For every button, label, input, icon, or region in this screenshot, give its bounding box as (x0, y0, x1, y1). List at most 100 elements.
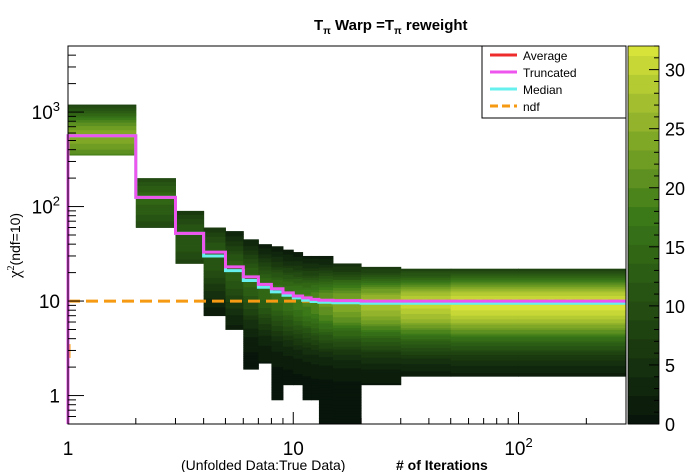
heat-cell (175, 246, 205, 249)
heat-cell (135, 188, 176, 191)
heat-cell (518, 329, 627, 332)
heat-cell (258, 269, 272, 273)
heat-cell (293, 344, 304, 348)
heat-cell (293, 311, 304, 315)
heat-cell (302, 347, 312, 350)
heat-cell (175, 236, 205, 238)
heat-cell (450, 324, 520, 327)
heat-cell (135, 220, 176, 223)
heat-cell (302, 371, 312, 374)
heat-cell (282, 274, 294, 278)
heat-cell (243, 302, 259, 305)
heat-cell (293, 283, 304, 286)
heat-cell (293, 318, 304, 322)
heat-cell (282, 272, 294, 275)
title-sub2: π (394, 26, 402, 37)
heat-cell (225, 326, 244, 329)
heat-cell (450, 268, 520, 271)
colorbar-segment (628, 83, 659, 94)
heat-cell (175, 243, 205, 245)
heat-cell (302, 270, 312, 274)
heat-cell (175, 212, 205, 214)
heat-cell (243, 367, 259, 370)
heat-cell (282, 346, 294, 350)
heat-cell (243, 245, 259, 249)
heat-cell (175, 213, 205, 215)
heat-cell (332, 349, 362, 353)
heat-cell (243, 349, 259, 353)
heat-cell (225, 275, 244, 278)
heat-cell (400, 286, 452, 289)
heat-cell (400, 331, 452, 334)
y-tick-label: 102 (32, 194, 60, 219)
heat-cell (282, 301, 294, 305)
heat-cell (175, 242, 205, 244)
heat-cell (450, 270, 520, 273)
heat-cell (271, 251, 284, 255)
heat-cell (450, 308, 520, 311)
y-tick-label: 103 (32, 99, 60, 124)
heat-cell (293, 260, 304, 264)
heat-cell (311, 337, 320, 341)
heat-cell (293, 360, 304, 364)
heat-cell (271, 315, 284, 319)
heat-cell (400, 284, 452, 288)
heat-cell (271, 264, 284, 268)
heat-cell (332, 375, 362, 379)
heat-cell (243, 356, 259, 359)
heat-cell (175, 256, 205, 258)
heat-cell (68, 104, 137, 106)
heat-cell (400, 293, 452, 296)
heat-cell (175, 255, 205, 257)
colorbar-segment (628, 329, 659, 340)
heat-cell (302, 356, 312, 360)
heat-cell (293, 280, 304, 284)
heat-cell (400, 356, 452, 359)
heat-cell (361, 272, 402, 276)
heat-cell (361, 359, 402, 362)
heat-cell (135, 178, 176, 181)
heat-cell (332, 327, 362, 331)
heat-cell (293, 258, 304, 262)
heat-cell (302, 366, 312, 370)
heat-cell (400, 320, 452, 323)
heat-cell (332, 354, 362, 358)
heat-cell (135, 209, 176, 211)
heat-cell (135, 202, 176, 205)
heat-cell (400, 363, 452, 366)
heat-cell (68, 150, 137, 152)
heat-cell (282, 263, 294, 266)
heat-cell (203, 267, 226, 270)
heat-cell (271, 338, 284, 342)
heat-cell (311, 303, 320, 307)
heat-cell (302, 258, 312, 262)
heat-cell (318, 373, 334, 377)
heat-cell (243, 282, 259, 286)
heat-cell (68, 125, 137, 127)
curves (66, 134, 626, 424)
heat-cell (68, 139, 137, 141)
heat-cell (332, 394, 362, 398)
heat-cell (225, 234, 244, 237)
heat-cell (450, 354, 520, 357)
heat-cell (258, 303, 272, 307)
heat-cell (332, 295, 362, 299)
heat-cell (258, 275, 272, 279)
heat-cell (135, 193, 176, 195)
heat-cell (258, 339, 272, 342)
heat-cell (302, 378, 312, 382)
heat-cell (518, 372, 627, 375)
heat-cell (361, 284, 402, 287)
heat-cell (400, 315, 452, 318)
heat-cell (258, 262, 272, 265)
heat-cell (282, 348, 294, 352)
heat-cell (450, 369, 520, 372)
heat-cell (225, 306, 244, 309)
heat-cell (400, 329, 452, 332)
heat-cell (318, 309, 334, 313)
heat-cell (68, 152, 137, 154)
heat-cell (68, 111, 137, 113)
heat-cell (400, 309, 452, 313)
heat-cell (175, 248, 205, 250)
heat-cell (175, 239, 205, 242)
